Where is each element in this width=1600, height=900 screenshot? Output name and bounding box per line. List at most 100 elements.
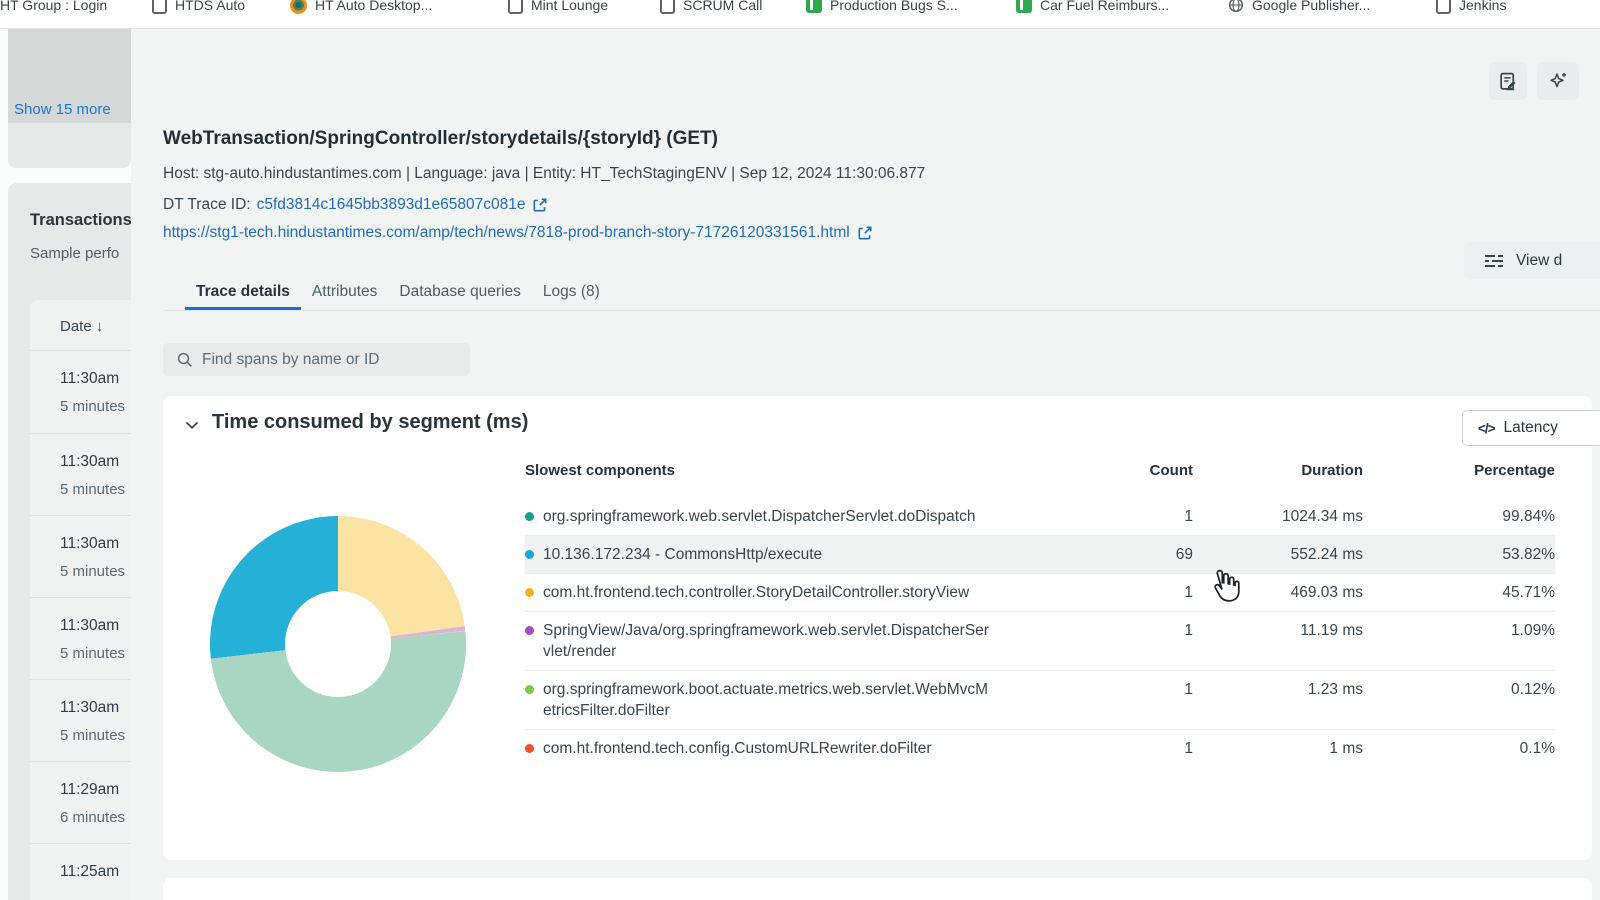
duration-value: 11.19 ms <box>1300 622 1363 639</box>
trace-id-link[interactable]: c5fd3814c1645bb3893d1e65807c081e <box>256 196 526 213</box>
latency-label: Latency <box>1503 419 1558 436</box>
external-link-icon[interactable] <box>857 225 873 241</box>
page-icon <box>1436 0 1451 14</box>
bookmark-ht-auto-desktop[interactable]: HT Auto Desktop... <box>290 0 432 17</box>
bookmark-label: Mint Lounge <box>531 0 609 13</box>
bookmark-production-bugs[interactable]: Production Bugs S... <box>806 0 958 17</box>
segment-color-dot <box>525 550 534 559</box>
table-row[interactable]: SpringView/Java/org.springframework.web.… <box>525 611 1555 670</box>
segment-color-dot <box>525 744 534 753</box>
transaction-time: 11:30am <box>60 535 120 552</box>
chevron-down-icon <box>186 422 198 430</box>
transaction-list-item[interactable]: 11:25am <box>30 844 131 900</box>
segment-donut-chart[interactable] <box>210 516 466 772</box>
page-icon <box>660 0 675 14</box>
table-row[interactable]: com.ht.frontend.tech.config.CustomURLRew… <box>525 729 1555 767</box>
bookmark-htds-auto[interactable]: HTDS Auto <box>152 0 245 17</box>
transaction-meta: Host: stg-auto.hindustantimes.com | Lang… <box>163 165 926 182</box>
bookmark-label: SCRUM Call <box>683 0 763 13</box>
component-name: SpringView/Java/org.springframework.web.… <box>543 622 989 660</box>
component-name: 10.136.172.234 - CommonsHttp/execute <box>543 546 823 563</box>
col-header-count: Count <box>1149 462 1193 479</box>
globe-icon <box>1228 0 1244 13</box>
transaction-time: 11:30am <box>60 699 120 716</box>
bookmark-label: Jenkins <box>1459 0 1507 13</box>
green-app-icon <box>1016 0 1032 13</box>
transactions-panel: Transactions Sample perfo Date ↓ 11:30am… <box>8 183 131 900</box>
percentage-value: 0.1% <box>1519 740 1555 757</box>
bookmark-label: HTDS Auto <box>175 0 246 13</box>
bookmark-jenkins[interactable]: Jenkins <box>1436 0 1506 17</box>
notes-edit-icon <box>1499 72 1515 90</box>
duration-value: 1.23 ms <box>1307 681 1363 698</box>
view-details-button[interactable]: View d <box>1464 242 1600 279</box>
count-value: 1 <box>1184 740 1193 757</box>
bookmark-scrum-call[interactable]: SCRUM Call <box>660 0 762 17</box>
transaction-time: 11:30am <box>60 453 120 470</box>
transaction-list-item[interactable]: 11:30am 5 minutes <box>30 351 131 433</box>
show-more-link[interactable]: Show 15 more <box>14 101 111 118</box>
transaction-duration: 5 minutes <box>60 563 126 580</box>
page-icon <box>152 0 167 14</box>
percentage-value: 1.09% <box>1511 622 1555 639</box>
table-row-hovered[interactable]: 10.136.172.234 - CommonsHttp/execute 69 … <box>525 535 1555 573</box>
ai-assist-button[interactable] <box>1537 62 1579 100</box>
date-sort-header[interactable]: Date ↓ <box>60 318 103 335</box>
table-row[interactable]: com.ht.frontend.tech.controller.StoryDet… <box>525 573 1555 611</box>
transaction-list-item[interactable]: 11:29am 6 minutes <box>30 762 131 844</box>
green-app-icon <box>806 0 822 13</box>
component-name: com.ht.frontend.tech.controller.StoryDet… <box>543 584 970 601</box>
component-name: org.springframework.web.servlet.Dispatch… <box>543 508 976 525</box>
bookmark-label: HT Group : Login <box>0 0 108 13</box>
tab-database-queries[interactable]: Database queries <box>399 283 521 300</box>
transaction-list-item[interactable]: 11:30am 5 minutes <box>30 434 131 516</box>
table-row[interactable]: org.springframework.boot.actuate.metrics… <box>525 670 1555 729</box>
bookmark-mint-lounge[interactable]: Mint Lounge <box>508 0 608 17</box>
divider <box>30 433 131 434</box>
percentage-value: 53.82% <box>1502 546 1555 563</box>
transaction-duration: 5 minutes <box>60 398 126 415</box>
transaction-duration: 5 minutes <box>60 481 126 498</box>
notes-button[interactable] <box>1489 62 1527 100</box>
component-name: com.ht.frontend.tech.config.CustomURLRew… <box>543 740 932 757</box>
divider <box>30 350 131 351</box>
bookmark-google-publisher[interactable]: Google Publisher... <box>1228 0 1370 17</box>
col-header-duration: Duration <box>1301 462 1363 479</box>
count-value: 1 <box>1184 622 1193 639</box>
trace-url-link[interactable]: https://stg1-tech.hindustantimes.com/amp… <box>163 224 850 241</box>
latency-button[interactable]: </> Latency <box>1462 410 1600 446</box>
transaction-list-item[interactable]: 11:30am 5 minutes <box>30 516 131 598</box>
page-title: WebTransaction/SpringController/storydet… <box>163 128 718 149</box>
span-search <box>163 343 470 376</box>
duration-value: 1024.34 ms <box>1282 508 1363 525</box>
transaction-time: 11:30am <box>60 617 120 634</box>
sparkle-icon <box>1550 73 1566 88</box>
col-header-percentage: Percentage <box>1474 462 1555 479</box>
transaction-duration: 6 minutes <box>60 809 126 826</box>
segment-color-dot <box>525 588 534 597</box>
transaction-duration: 5 minutes <box>60 727 126 744</box>
external-link-icon[interactable] <box>532 197 548 213</box>
span-search-input[interactable] <box>202 350 442 369</box>
bookmark-label: Car Fuel Reimburs... <box>1040 0 1170 13</box>
collapse-section-button[interactable] <box>185 417 199 435</box>
sidebar-selected-block <box>8 29 131 123</box>
bookmark-car-fuel[interactable]: Car Fuel Reimburs... <box>1016 0 1169 17</box>
trace-id-row: DT Trace ID: c5fd3814c1645bb3893d1e65807… <box>163 196 548 214</box>
tab-trace-details[interactable]: Trace details <box>185 277 301 310</box>
tab-attributes[interactable]: Attributes <box>311 283 378 300</box>
donut-hole <box>285 591 391 697</box>
count-value: 1 <box>1184 508 1193 525</box>
code-icon: </> <box>1478 420 1496 436</box>
bookmark-ht-group-login[interactable]: HT Group : Login <box>0 0 107 17</box>
col-header-component: Slowest components <box>525 462 676 479</box>
table-row[interactable]: org.springframework.web.servlet.Dispatch… <box>525 498 1555 535</box>
transaction-time: 11:25am <box>60 863 120 880</box>
component-name: org.springframework.boot.actuate.metrics… <box>543 681 989 719</box>
divider <box>30 515 131 516</box>
transaction-list-item[interactable]: 11:30am 5 minutes <box>30 598 131 680</box>
transaction-list-item[interactable]: 11:30am 5 minutes <box>30 680 131 762</box>
segment-color-dot <box>525 626 534 635</box>
tab-logs[interactable]: Logs (8) <box>542 283 600 300</box>
